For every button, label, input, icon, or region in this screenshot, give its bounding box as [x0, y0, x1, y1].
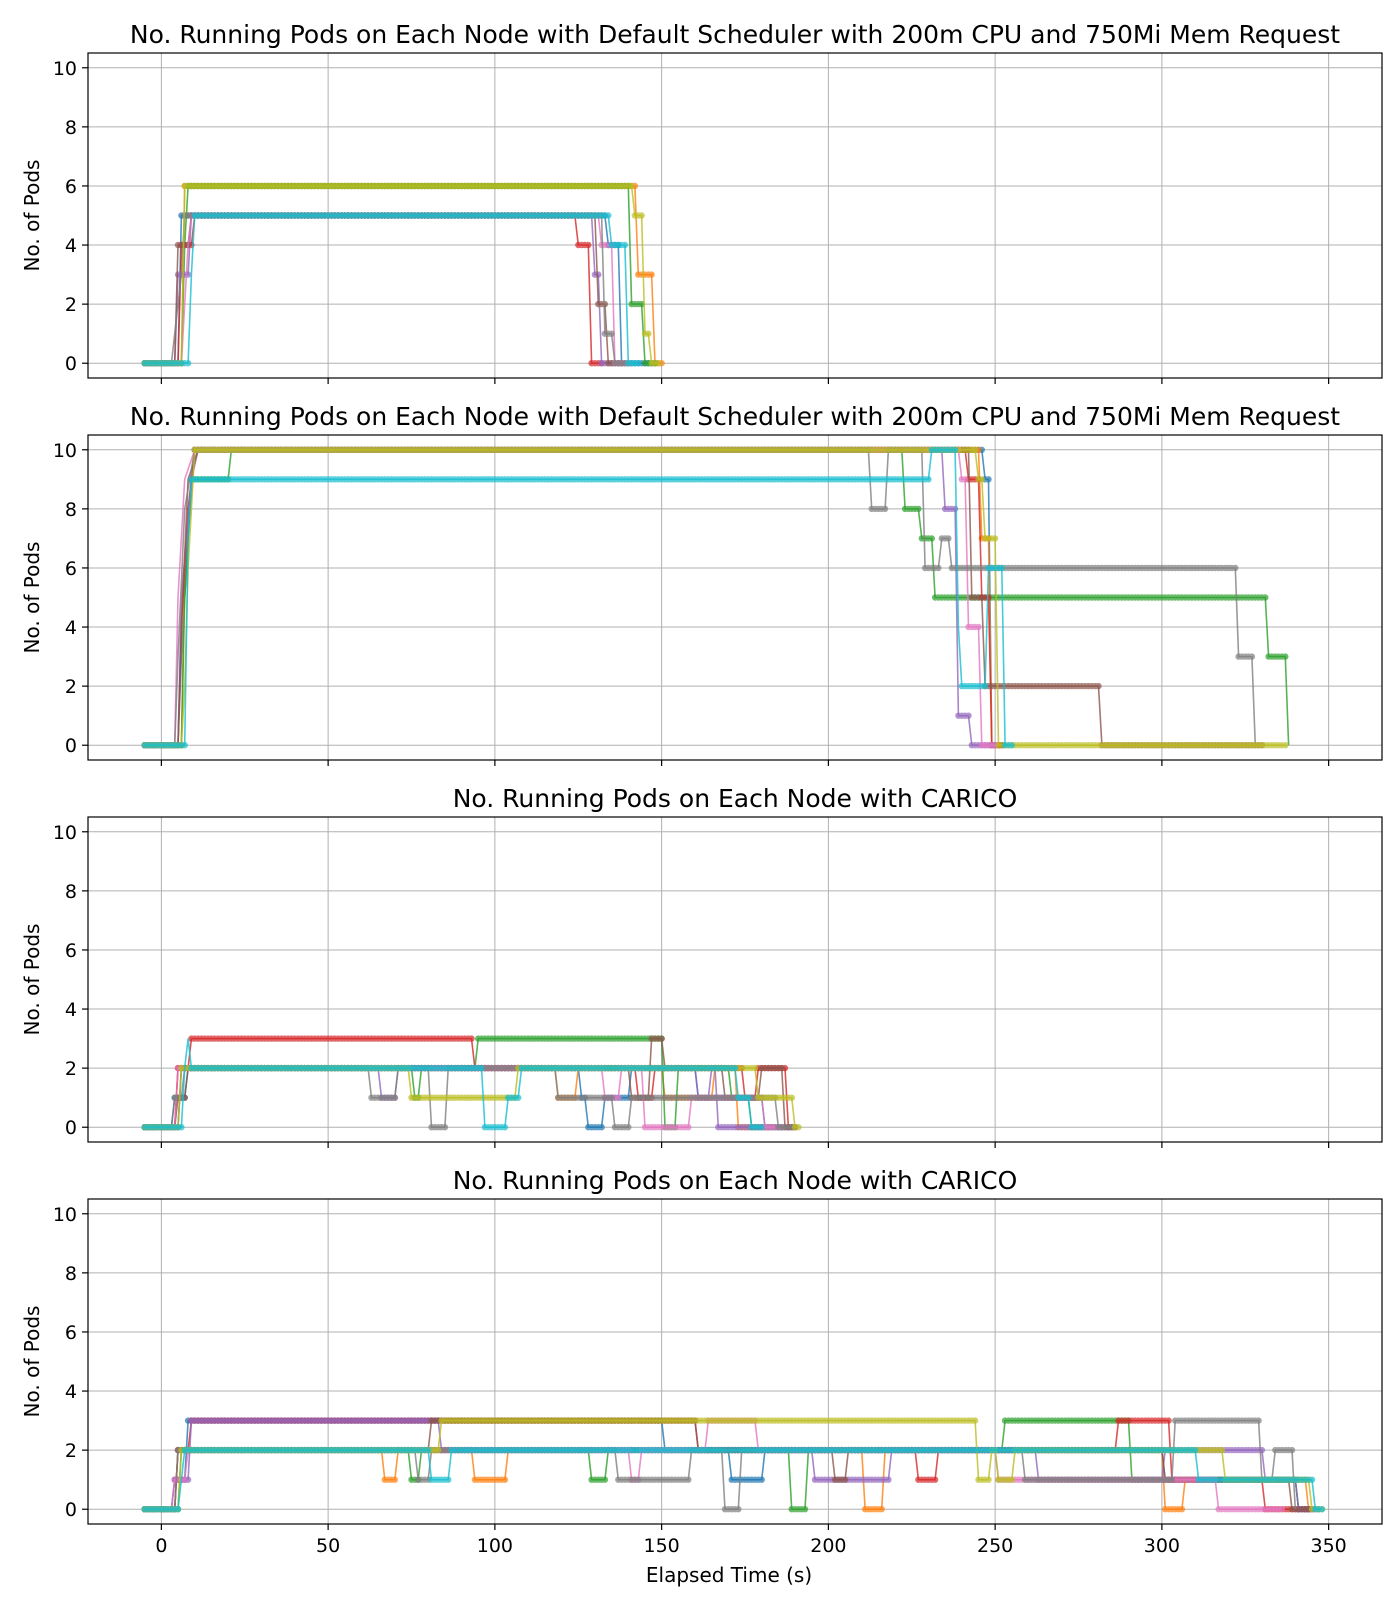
- x-tick-label: 150: [643, 1535, 679, 1557]
- x-tick-label: 250: [977, 1535, 1013, 1557]
- y-tick-label: 6: [65, 176, 77, 198]
- x-tick-label: 350: [1311, 1535, 1347, 1557]
- series-6: [141, 446, 1266, 749]
- series-group: [141, 1035, 802, 1131]
- series-line: [144, 449, 1262, 746]
- subplot-4: 0 50 100 150 200 250 300 350 0 2 4 6 8 10 No. Running …: [20, 1166, 1383, 1557]
- series-10: [141, 446, 1015, 749]
- y-tick-label: 10: [53, 1204, 77, 1226]
- x-tick-label: 300: [1144, 1535, 1180, 1557]
- y-tick-label: 4: [65, 235, 77, 257]
- series-line: [144, 449, 996, 746]
- y-axis-label: No. of Pods: [20, 924, 44, 1036]
- y-tick-label: 8: [65, 499, 77, 521]
- x-tick-label: 50: [316, 1535, 340, 1557]
- series-markers: [141, 446, 1289, 749]
- axes-frame: [87, 52, 1383, 379]
- series-10: [141, 1038, 765, 1131]
- series-10: [141, 212, 642, 367]
- series-group: [141, 1417, 1326, 1513]
- y-tick-label: 6: [65, 558, 77, 580]
- plot-area: [88, 1199, 1382, 1524]
- chart-title: No. Running Pods on Each Node with CARIC…: [453, 1166, 1018, 1195]
- axes-frame: [87, 1198, 1383, 1525]
- y-tick-label: 10: [53, 822, 77, 844]
- series-9: [141, 1064, 802, 1131]
- y-tick-label: 2: [65, 294, 77, 316]
- x-tick-label: 200: [810, 1535, 846, 1557]
- chart-title: No. Running Pods on Each Node with Defau…: [130, 402, 1340, 431]
- y-tick-label: 4: [65, 617, 77, 639]
- series-line: [144, 449, 1286, 746]
- series-9: [141, 446, 1289, 749]
- y-tick-label: 6: [65, 1322, 77, 1344]
- y-tick-label: 2: [65, 676, 77, 698]
- y-tick-label: 2: [65, 1440, 77, 1462]
- series-markers: [141, 446, 1015, 749]
- subplot-3: 0 2 4 6 8 10 No. Running Pods on Each Node wit…: [20, 784, 1383, 1148]
- subplot-1: 0 2 4 6 8 10 No. Running Pods on Each Node wit…: [20, 20, 1383, 384]
- plot-area: [88, 817, 1382, 1142]
- axes-frame: [87, 434, 1383, 761]
- axes-frame: [87, 816, 1383, 1143]
- y-tick-label: 8: [65, 881, 77, 903]
- x-tick-label: 0: [155, 1535, 167, 1557]
- y-tick-label: 0: [65, 1117, 77, 1139]
- y-tick-label: 6: [65, 940, 77, 962]
- x-axis-label: Elapsed Time (s): [646, 1563, 812, 1587]
- y-axis-label: No. of Pods: [20, 1306, 44, 1418]
- y-tick-label: 0: [65, 1499, 77, 1521]
- series-group: [141, 446, 1290, 749]
- series-group: [141, 182, 665, 367]
- series-10: [141, 1446, 1326, 1513]
- y-tick-label: 10: [53, 440, 77, 462]
- y-axis-label: No. of Pods: [20, 160, 44, 272]
- series-markers: [141, 1064, 799, 1131]
- series-8: [141, 1064, 799, 1131]
- series-line: [144, 1419, 1319, 1510]
- x-tick-label: 100: [477, 1535, 513, 1557]
- series-5: [141, 1417, 1322, 1513]
- y-tick-label: 2: [65, 1058, 77, 1080]
- chart-title: No. Running Pods on Each Node with CARIC…: [453, 784, 1018, 813]
- series-9: [141, 182, 662, 367]
- subplot-2: 0 2 4 6 8 10 No. Running Pods on Each Node wit…: [20, 402, 1383, 766]
- y-tick-label: 10: [53, 58, 77, 80]
- series-markers: [141, 1064, 802, 1131]
- y-axis-label: No. of Pods: [20, 542, 44, 654]
- y-tick-label: 8: [65, 1263, 77, 1285]
- chart-title: No. Running Pods on Each Node with Defau…: [130, 20, 1340, 49]
- y-tick-label: 4: [65, 1381, 77, 1403]
- subplots: 0 2 4 6 8 10 No. Running Pods on Each Node wit…: [20, 20, 1383, 1557]
- y-tick-label: 0: [65, 735, 77, 757]
- series-line: [144, 1067, 799, 1128]
- y-tick-label: 8: [65, 117, 77, 139]
- y-tick-label: 0: [65, 353, 77, 375]
- series-7: [141, 446, 999, 749]
- y-tick-label: 4: [65, 999, 77, 1021]
